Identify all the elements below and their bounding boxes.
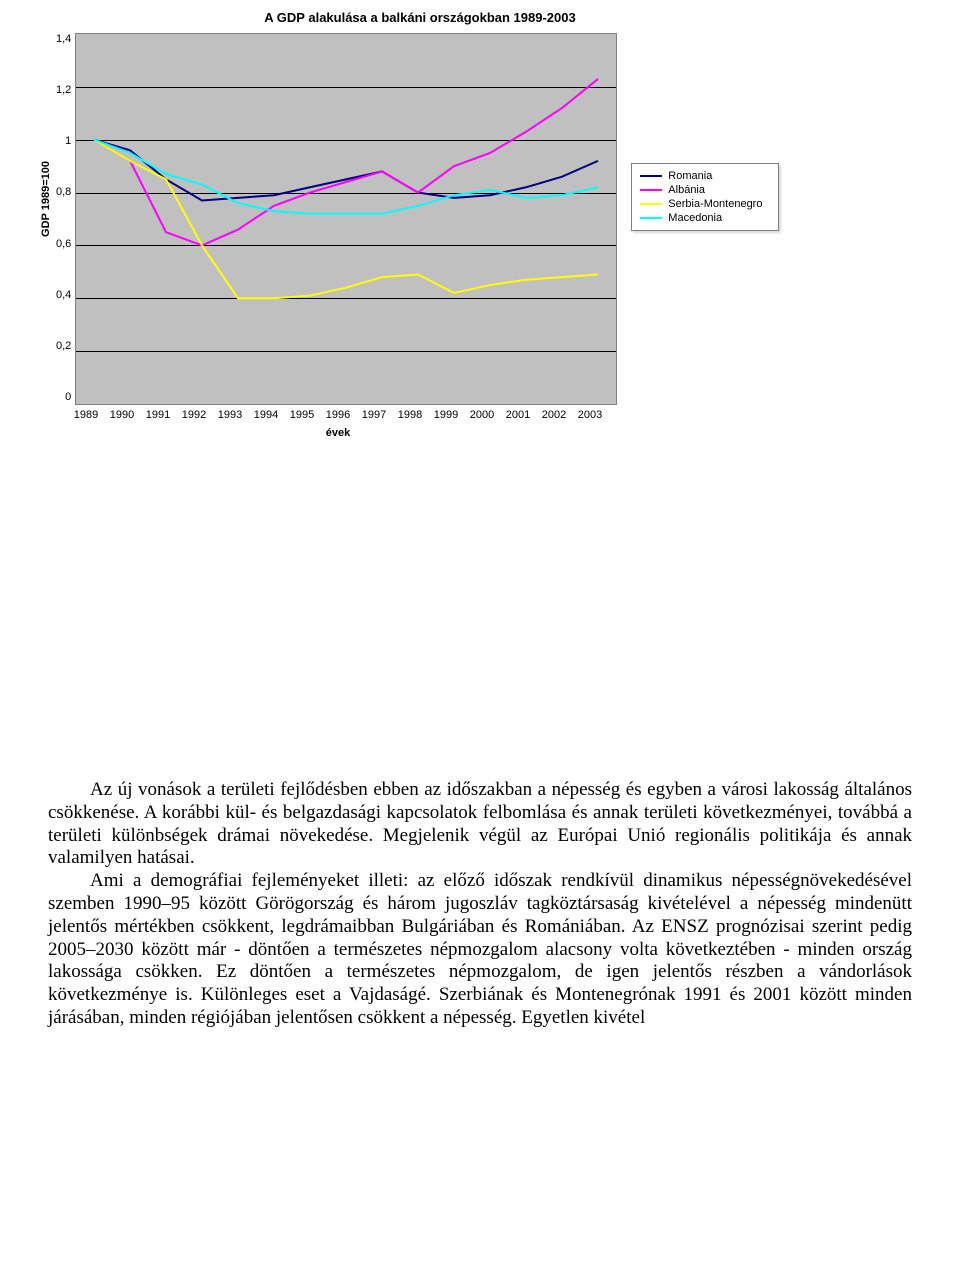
legend-label: Serbia-Montenegro [668, 198, 762, 210]
legend-item: Macedonia [640, 212, 770, 224]
y-ticks: 1,4 1,2 1 0,8 0,6 0,4 0,2 0 [56, 33, 75, 403]
series-lines [76, 34, 616, 404]
ytick: 0,4 [56, 289, 71, 301]
body-text: Az új vonások a területi fejlődésben ebb… [48, 779, 912, 1030]
xtick: 1999 [428, 409, 464, 421]
legend: Romania Albánia Serbia-Montenegro Macedonia [631, 163, 779, 231]
legend-swatch [640, 217, 662, 219]
ytick: 0,2 [56, 340, 71, 352]
ytick: 0,6 [56, 238, 71, 250]
xtick: 1993 [212, 409, 248, 421]
paragraph: Ami a demográfiai fejleményeket illeti: … [48, 870, 912, 1030]
ytick: 0,8 [56, 186, 71, 198]
legend-label: Albánia [668, 184, 705, 196]
legend-swatch [640, 203, 662, 205]
ytick: 1,2 [56, 84, 71, 96]
ytick: 0 [56, 391, 71, 403]
ytick: 1 [56, 135, 71, 147]
paragraph: Az új vonások a területi fejlődésben ebb… [48, 779, 912, 870]
xtick: 1992 [176, 409, 212, 421]
xtick: 1997 [356, 409, 392, 421]
xtick: 1989 [68, 409, 104, 421]
xtick: 1998 [392, 409, 428, 421]
xtick: 1990 [104, 409, 140, 421]
xtick: 2002 [536, 409, 572, 421]
plot-area [75, 33, 617, 405]
xtick: 2000 [464, 409, 500, 421]
x-axis-label: évek [68, 427, 608, 439]
xtick: 2001 [500, 409, 536, 421]
x-ticks: 1989199019911992199319941995199619971998… [68, 409, 608, 421]
chart-area: GDP 1989=100 1,4 1,2 1 0,8 0,6 0,4 0,2 0… [40, 33, 800, 405]
ytick: 1,4 [56, 33, 71, 45]
xtick: 1991 [140, 409, 176, 421]
legend-swatch [640, 175, 662, 177]
legend-item: Serbia-Montenegro [640, 198, 770, 210]
xtick: 2003 [572, 409, 608, 421]
legend-swatch [640, 189, 662, 191]
xtick: 1995 [284, 409, 320, 421]
legend-label: Romania [668, 170, 712, 182]
chart-title: A GDP alakulása a balkáni országokban 19… [40, 10, 800, 25]
legend-item: Romania [640, 170, 770, 182]
xtick: 1994 [248, 409, 284, 421]
y-axis-label: GDP 1989=100 [40, 161, 52, 237]
legend-item: Albánia [640, 184, 770, 196]
gdp-chart: A GDP alakulása a balkáni országokban 19… [40, 10, 800, 439]
legend-label: Macedonia [668, 212, 722, 224]
xtick: 1996 [320, 409, 356, 421]
